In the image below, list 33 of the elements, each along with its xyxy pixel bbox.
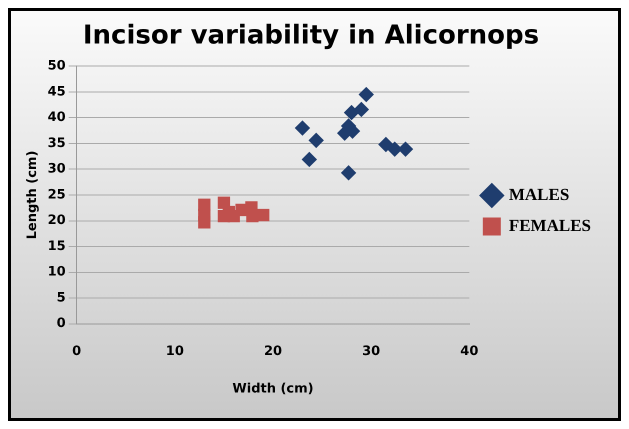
x-tick-label: 10: [166, 344, 184, 359]
point: [398, 142, 414, 157]
y-tick-label: 5: [56, 290, 66, 306]
point: [198, 216, 210, 228]
point: [302, 152, 317, 167]
y-axis-title: Length (cm): [25, 150, 40, 240]
chart-title: Incisor variability in Alicornops: [82, 20, 540, 50]
y-tick-label: 15: [48, 238, 66, 254]
x-tick-label: 0: [72, 344, 82, 359]
x-axis-title: Width (cm): [232, 382, 314, 397]
x-tick-label: 30: [362, 344, 380, 359]
y-tick-label: 35: [48, 136, 66, 151]
point: [358, 87, 374, 102]
y-tick-label: 45: [48, 84, 66, 100]
y-tick-label: 30: [48, 162, 66, 177]
point: [308, 132, 324, 148]
point: [354, 102, 369, 117]
x-tick-label: 20: [264, 344, 282, 359]
y-tick-label: 10: [48, 264, 66, 280]
point: [341, 165, 356, 180]
y-tick-label: 25: [48, 187, 66, 202]
point: [257, 208, 270, 222]
point: [378, 137, 394, 152]
point: [344, 105, 360, 120]
y-tick-label: 40: [48, 110, 66, 126]
legend-label: FEMALES: [508, 216, 592, 235]
legend-label: MALES: [508, 184, 570, 204]
point: [294, 120, 310, 136]
x-tick-label: 40: [460, 344, 478, 359]
point: [387, 142, 402, 157]
y-tick-label: 50: [48, 58, 66, 74]
y-tick-label: 0: [56, 316, 66, 332]
y-tick-label: 20: [48, 213, 66, 228]
